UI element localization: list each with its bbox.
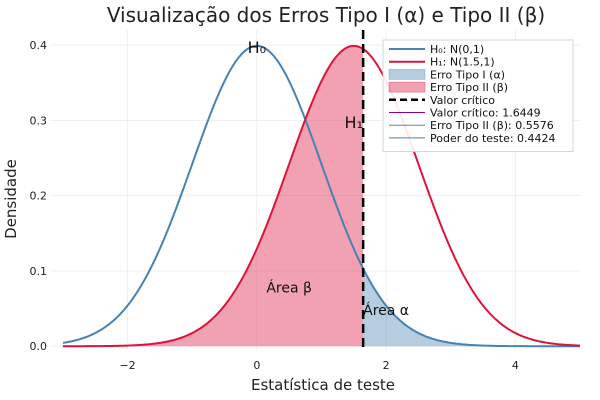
legend-label-3: Erro Tipo II (β) bbox=[430, 81, 508, 94]
y-tick-label-1: 0.1 bbox=[30, 265, 48, 278]
series-line-1 bbox=[62, 44, 581, 348]
density-curves bbox=[62, 44, 581, 348]
annotation-0: H₀ bbox=[248, 38, 266, 57]
y-tick-label-2: 0.2 bbox=[30, 190, 48, 203]
legend-box bbox=[382, 39, 574, 152]
legend-label-0: H₀: N(0,1) bbox=[430, 43, 484, 56]
annotations: H₀ H₁ Área β Área α bbox=[248, 38, 409, 319]
legend: H₀: N(0,1)H₁: N(1.5,1)Erro Tipo I (α)Err… bbox=[382, 39, 574, 152]
x-tick-label-1: 0 bbox=[253, 359, 260, 372]
axes: −2 0 2 4 0.0 0.1 0.2 0.3 0.4 bbox=[30, 39, 519, 372]
area-1 bbox=[62, 45, 364, 347]
annotation-3: Área α bbox=[363, 302, 409, 319]
legend-label-7: Poder do teste: 0.4424 bbox=[430, 132, 556, 145]
y-tick-label-3: 0.3 bbox=[30, 114, 48, 127]
error-areas bbox=[62, 45, 580, 347]
legend-label-4: Valor crítico bbox=[430, 94, 495, 107]
legend-label-1: H₁: N(1.5,1) bbox=[430, 56, 495, 69]
y-axis-label: Densidade bbox=[2, 159, 20, 239]
series-line-0 bbox=[62, 44, 580, 348]
legend-label-5: Valor crítico: 1.6449 bbox=[430, 107, 541, 120]
legend-label-6: Erro Tipo II (β): 0.5576 bbox=[430, 119, 554, 132]
y-tick-label-4: 0.4 bbox=[30, 39, 48, 52]
annotation-1: H₁ bbox=[345, 113, 363, 132]
x-axis-label: Estatística de teste bbox=[251, 376, 395, 394]
annotation-2: Área β bbox=[266, 279, 312, 296]
y-tick-label-0: 0.0 bbox=[30, 340, 48, 353]
chart-title: Visualização dos Erros Tipo I (α) e Tipo… bbox=[107, 3, 545, 27]
x-tick-label-3: 4 bbox=[512, 359, 519, 372]
area-0 bbox=[363, 268, 580, 347]
legend-label-2: Erro Tipo I (α) bbox=[430, 68, 505, 81]
legend-swatch-2 bbox=[388, 69, 426, 80]
x-tick-label-2: 2 bbox=[383, 359, 390, 372]
legend-swatch-3 bbox=[388, 81, 426, 93]
x-tick-label-0: −2 bbox=[119, 359, 135, 372]
